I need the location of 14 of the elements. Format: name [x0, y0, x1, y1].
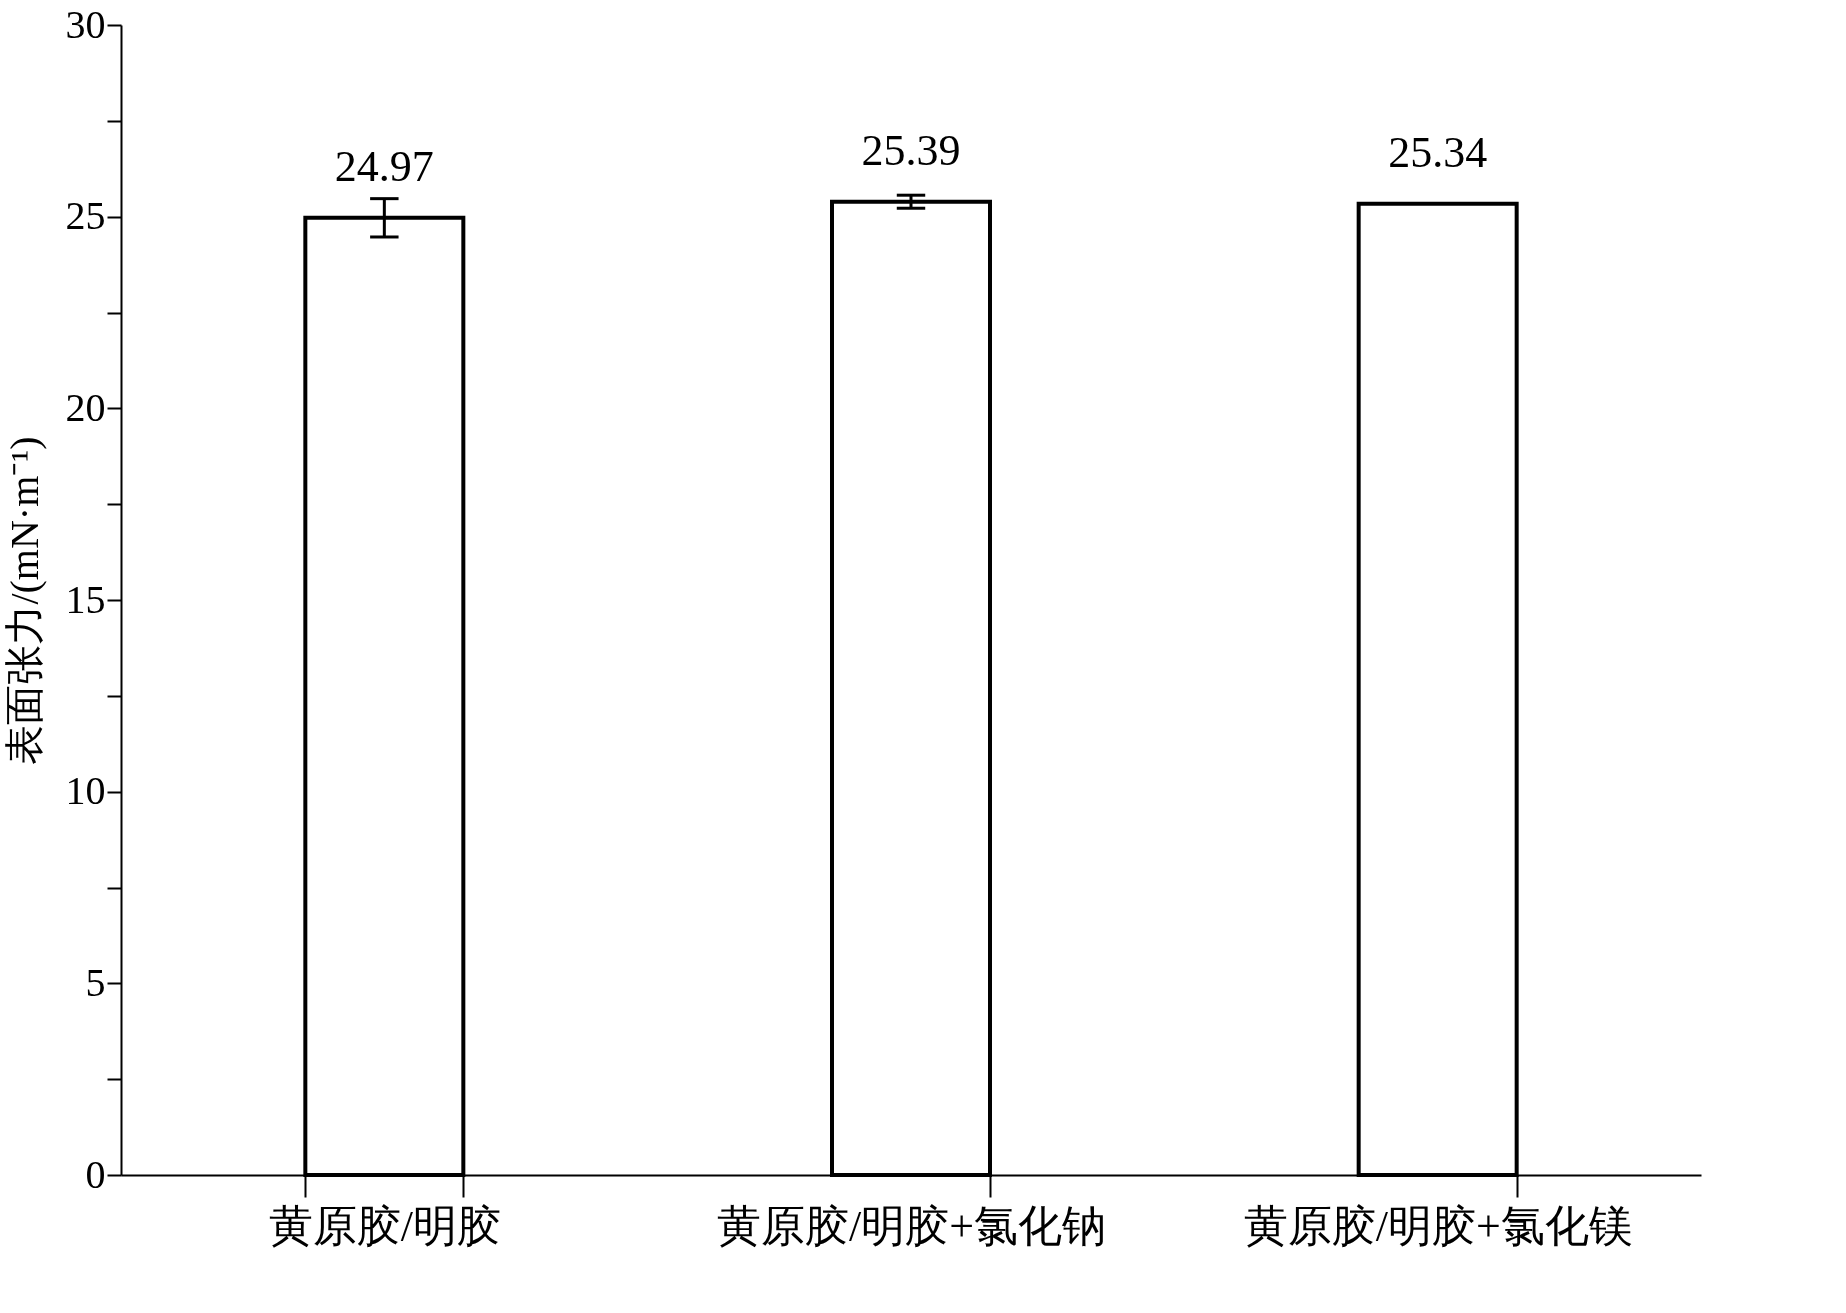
y-axis-title: 表面张力/(mN·m⁻¹) — [1, 436, 47, 765]
x-tick-label: 黄原胶/明胶 — [268, 1201, 501, 1251]
x-tick-label: 黄原胶/明胶+氯化镁 — [1243, 1201, 1633, 1251]
y-tick-label: 0 — [85, 1151, 106, 1197]
y-tick-label: 25 — [65, 193, 106, 239]
y-tick-label: 10 — [65, 768, 106, 814]
data-label: 24.97 — [334, 141, 434, 191]
data-label: 25.34 — [1388, 127, 1488, 177]
x-tick-label: 黄原胶/明胶+氯化钠 — [716, 1201, 1107, 1251]
y-tick-label: 20 — [65, 384, 106, 430]
data-label: 25.39 — [861, 125, 961, 175]
y-tick-label: 5 — [85, 959, 106, 1005]
y-tick-label: 30 — [65, 1, 106, 47]
y-tick-label: 15 — [65, 576, 106, 622]
